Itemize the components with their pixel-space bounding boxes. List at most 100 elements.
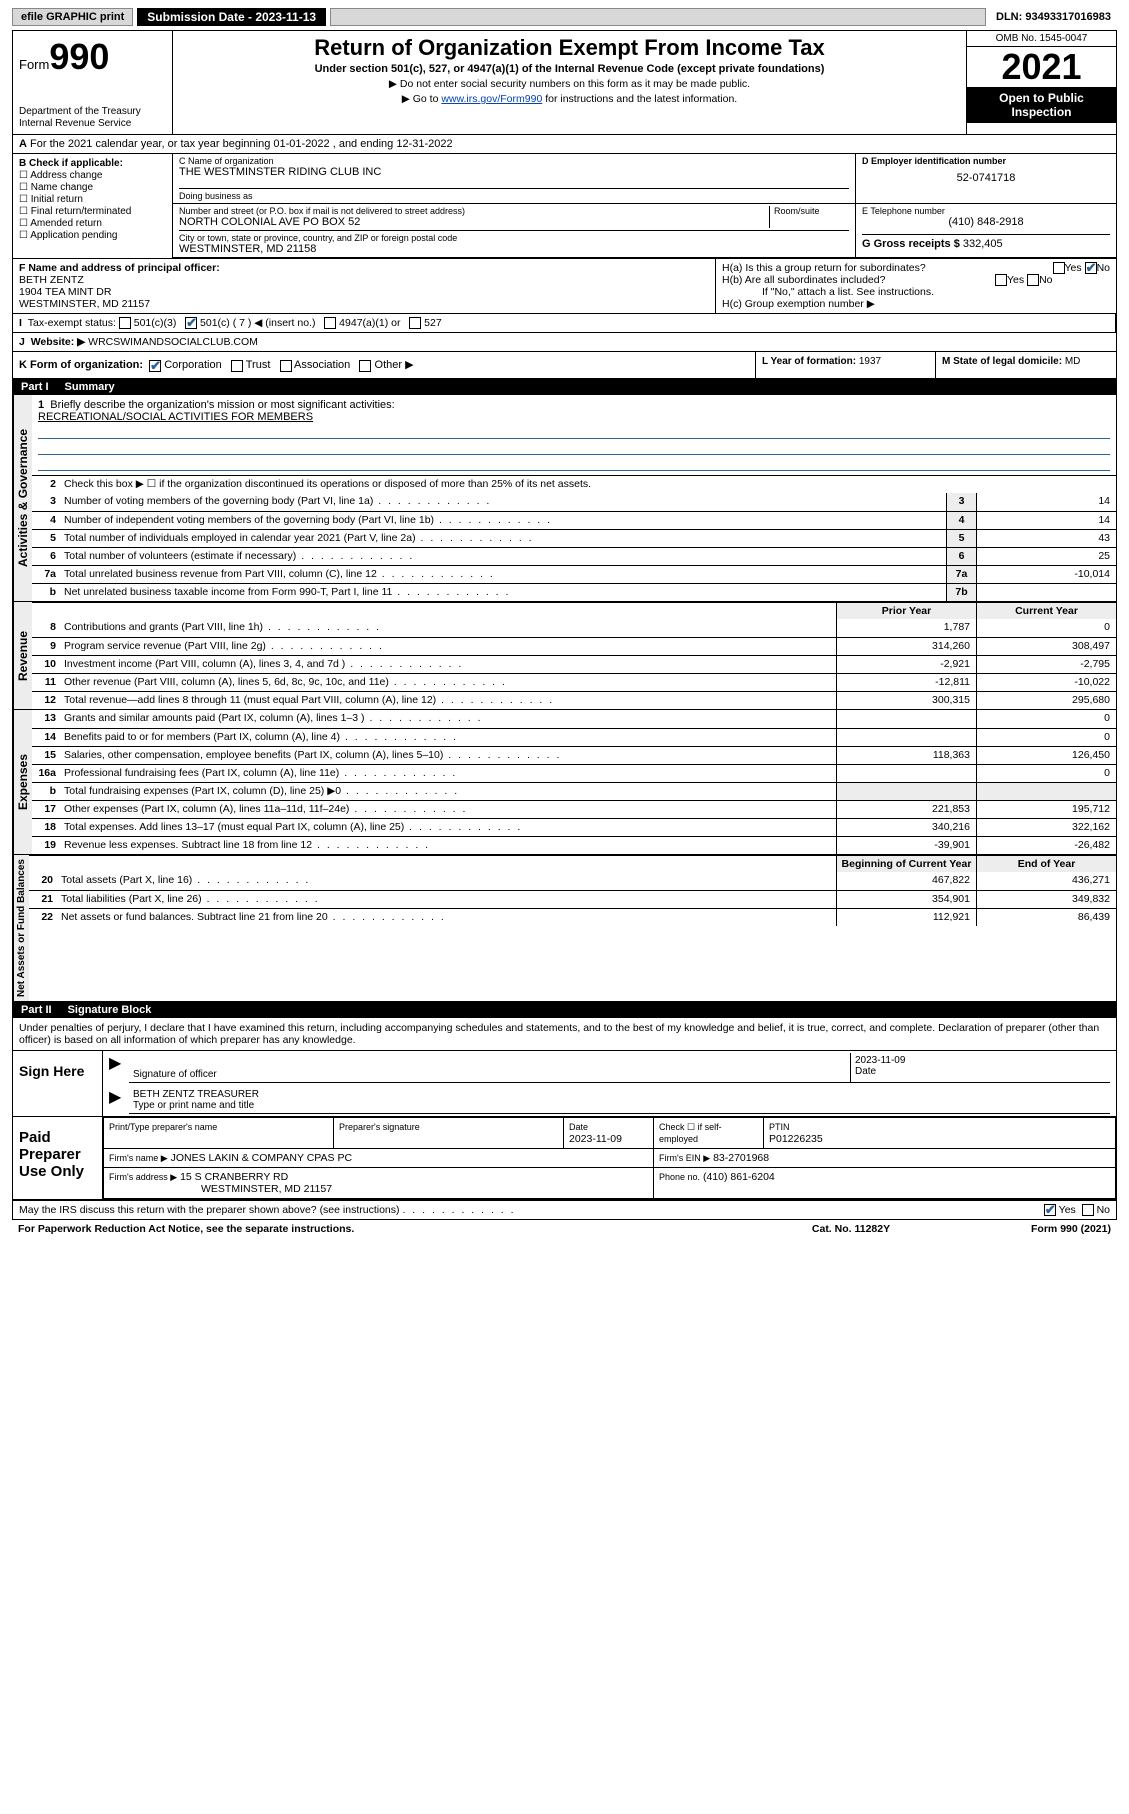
chk-address-change[interactable]: ☐ Address change [19, 170, 166, 181]
summary-row-21: 21 Total liabilities (Part X, line 26) 3… [29, 890, 1116, 908]
officer-signature-field[interactable]: Signature of officer [129, 1053, 850, 1083]
discuss-no[interactable] [1082, 1204, 1094, 1216]
mission-text: RECREATIONAL/SOCIAL ACTIVITIES FOR MEMBE… [38, 411, 1110, 423]
website-value: WRCSWIMANDSOCIALCLUB.COM [88, 336, 258, 348]
tax-exempt-status: I Tax-exempt status: 501(c)(3) 501(c) ( … [13, 314, 1116, 332]
discuss-yes[interactable] [1044, 1204, 1056, 1216]
sig-date-field: 2023-11-09Date [850, 1053, 1110, 1083]
chk-527[interactable] [409, 317, 421, 329]
paid-preparer-label: Paid Preparer Use Only [13, 1117, 103, 1199]
ein-box: D Employer identification number 52-0741… [856, 154, 1116, 203]
tax-year: 2021 [967, 47, 1116, 87]
chk-association[interactable] [280, 360, 292, 372]
summary-row-11: 11 Other revenue (Part VIII, column (A),… [32, 673, 1116, 691]
col-prior-year: Prior Year [836, 603, 976, 619]
group-return-box: H(a) Is this a group return for subordin… [716, 259, 1116, 313]
col-begin-year: Beginning of Current Year [836, 856, 976, 872]
summary-row-12: 12 Total revenue—add lines 8 through 11 … [32, 691, 1116, 709]
ha-yes[interactable] [1053, 262, 1065, 274]
summary-row-16a: 16a Professional fundraising fees (Part … [32, 764, 1116, 782]
firm-addr2: WESTMINSTER, MD 21157 [201, 1183, 332, 1195]
form-word: Form [19, 57, 49, 72]
firm-ein: 83-2701968 [713, 1152, 769, 1164]
sig-arrow-icon-2: ▶ [109, 1087, 129, 1114]
gross-receipts: 332,405 [963, 238, 1003, 250]
preparer-table: Print/Type preparer's name Preparer's si… [103, 1117, 1116, 1199]
side-net-assets: Net Assets or Fund Balances [13, 855, 29, 1001]
form-title-box: Return of Organization Exempt From Incom… [173, 31, 966, 134]
summary-row-22: 22 Net assets or fund balances. Subtract… [29, 908, 1116, 926]
officer-name: BETH ZENTZ [19, 274, 84, 286]
form-title: Return of Organization Exempt From Incom… [181, 35, 958, 61]
discuss-row: May the IRS discuss this return with the… [13, 1200, 1116, 1219]
chk-501c[interactable] [185, 317, 197, 329]
col-current-year: Current Year [976, 603, 1116, 619]
summary-row-19: 19 Revenue less expenses. Subtract line … [32, 836, 1116, 854]
officer-addr1: 1904 TEA MINT DR [19, 286, 111, 298]
firm-name: JONES LAKIN & COMPANY CPAS PC [171, 1152, 352, 1164]
part-i-header: Part ISummary [13, 379, 1116, 395]
summary-row-17: 17 Other expenses (Part IX, column (A), … [32, 800, 1116, 818]
telephone: (410) 848-2918 [862, 216, 1110, 228]
dept-label: Department of the Treasury [19, 106, 166, 118]
summary-row-9: 9 Program service revenue (Part VIII, li… [32, 637, 1116, 655]
address-box: Number and street (or P.O. box if mail i… [173, 204, 856, 257]
chk-final-return[interactable]: ☐ Final return/terminated [19, 206, 166, 217]
sign-here-label: Sign Here [13, 1051, 103, 1116]
page-footer: For Paperwork Reduction Act Notice, see … [12, 1220, 1117, 1238]
phone-receipts-box: E Telephone number (410) 848-2918 G Gros… [856, 204, 1116, 257]
summary-row-6: 6 Total number of volunteers (estimate i… [32, 547, 1116, 565]
topbar-spacer [330, 8, 986, 26]
chk-initial-return[interactable]: ☐ Initial return [19, 194, 166, 205]
ha-no[interactable] [1085, 262, 1097, 274]
principal-officer-box: F Name and address of principal officer:… [13, 259, 716, 313]
summary-row-10: 10 Investment income (Part VIII, column … [32, 655, 1116, 673]
section-b-checkboxes: B Check if applicable: ☐ Address change … [13, 154, 173, 258]
firm-phone: (410) 861-6204 [703, 1171, 775, 1183]
line-2: Check this box ▶ ☐ if the organization d… [60, 476, 1116, 493]
form-note-2: ▶ Go to www.irs.gov/Form990 for instruct… [181, 93, 958, 105]
efile-print-button[interactable]: efile GRAPHIC print [12, 8, 133, 26]
part-ii-header: Part IISignature Block [13, 1002, 1116, 1018]
submission-date-label: Submission Date - 2023-11-13 [137, 8, 326, 26]
form-note-1: ▶ Do not enter social security numbers o… [181, 78, 958, 90]
hb-yes[interactable] [995, 274, 1007, 286]
chk-corporation[interactable] [149, 360, 161, 372]
side-revenue: Revenue [13, 602, 32, 709]
chk-name-change[interactable]: ☐ Name change [19, 182, 166, 193]
summary-row-b: b Net unrelated business taxable income … [32, 583, 1116, 601]
ptin-value: P01226235 [769, 1133, 823, 1145]
summary-row-8: 8 Contributions and grants (Part VIII, l… [32, 619, 1116, 637]
summary-row-15: 15 Salaries, other compensation, employe… [32, 746, 1116, 764]
city-state-zip: WESTMINSTER, MD 21158 [179, 243, 849, 255]
topbar: efile GRAPHIC print Submission Date - 20… [12, 8, 1117, 26]
chk-application-pending[interactable]: ☐ Application pending [19, 230, 166, 241]
summary-row-20: 20 Total assets (Part X, line 16) 467,82… [29, 872, 1116, 890]
omb-number: OMB No. 1545-0047 [967, 31, 1116, 47]
perjury-declaration: Under penalties of perjury, I declare th… [13, 1018, 1116, 1051]
hb-no[interactable] [1027, 274, 1039, 286]
form-number: 990 [49, 36, 109, 77]
side-governance: Activities & Governance [13, 395, 32, 601]
org-name-box: C Name of organization THE WESTMINSTER R… [173, 154, 856, 203]
summary-row-18: 18 Total expenses. Add lines 13–17 (must… [32, 818, 1116, 836]
form-id-box: Form990 Department of the Treasury Inter… [13, 31, 173, 134]
summary-row-4: 4 Number of independent voting members o… [32, 511, 1116, 529]
org-name: THE WESTMINSTER RIDING CLUB INC [179, 166, 849, 178]
open-to-public: Open to Public Inspection [967, 87, 1116, 123]
sig-arrow-icon: ▶ [109, 1053, 129, 1083]
form-of-org: K Form of organization: Corporation Trus… [13, 352, 756, 377]
street-address: NORTH COLONIAL AVE PO BOX 52 [179, 216, 769, 228]
chk-trust[interactable] [231, 360, 243, 372]
chk-amended-return[interactable]: ☐ Amended return [19, 218, 166, 229]
officer-name-field: BETH ZENTZ TREASURERType or print name a… [129, 1087, 1110, 1114]
irs-link[interactable]: www.irs.gov/Form990 [441, 93, 542, 105]
chk-4947[interactable] [324, 317, 336, 329]
col-end-year: End of Year [976, 856, 1116, 872]
website-row: J Website: ▶ WRCSWIMANDSOCIALCLUB.COM [13, 333, 1116, 352]
chk-other[interactable] [359, 360, 371, 372]
state-domicile: M State of legal domicile: MD [936, 352, 1116, 377]
row-a-tax-year: A For the 2021 calendar year, or tax yea… [13, 135, 1116, 154]
summary-row-14: 14 Benefits paid to or for members (Part… [32, 728, 1116, 746]
chk-501c3[interactable] [119, 317, 131, 329]
